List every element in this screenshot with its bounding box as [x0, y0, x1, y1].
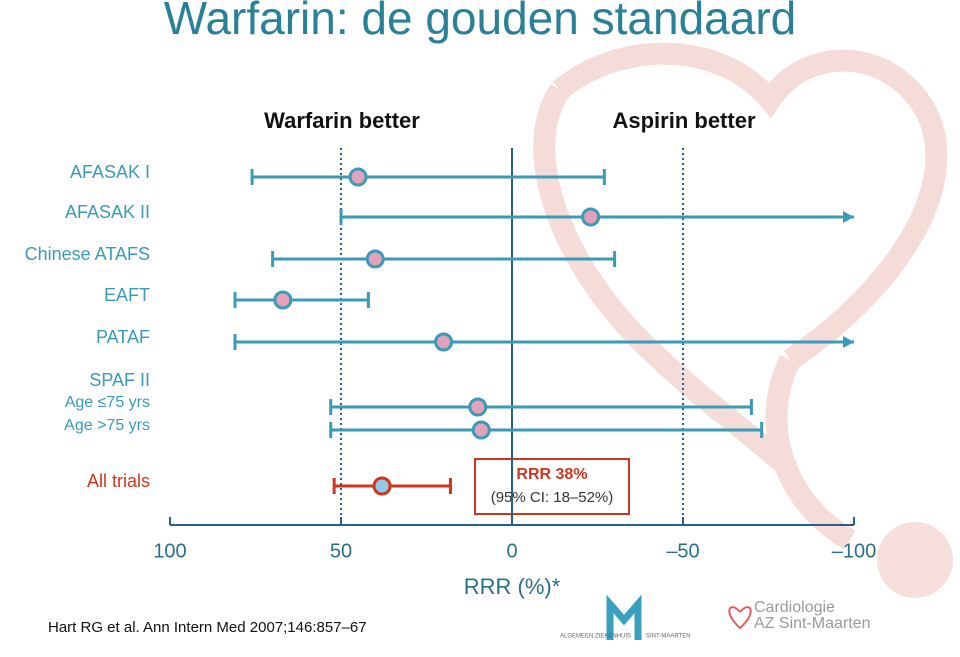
right-header: Aspirin better [612, 108, 755, 133]
point-estimate [581, 207, 601, 227]
summary-point [372, 476, 392, 496]
citation: Hart RG et al. Ann Intern Med 2007;146:8… [48, 619, 367, 636]
x-tick-label: 0 [506, 540, 517, 562]
row-label: AFASAK II [65, 202, 150, 222]
point-estimate [348, 167, 368, 187]
logo-hospital: ALGEMEEN ZIEKENHUIS SINT-MAARTEN [560, 594, 691, 640]
row-label: AFASAK I [70, 162, 150, 182]
logo-text: ALGEMEEN ZIEKENHUIS [560, 634, 631, 640]
left-header: Warfarin better [264, 108, 420, 133]
point-estimate [434, 332, 454, 352]
background-decoration [533, 42, 948, 550]
logo-cardiology: Cardiologie AZ Sint-Maarten [728, 599, 870, 632]
row-label: Age >75 yrs [64, 417, 150, 434]
summary-box [474, 458, 630, 515]
arrow-head [843, 211, 854, 223]
row-label: Chinese ATAFS [25, 244, 150, 264]
logo-text: SINT-MAARTEN [646, 634, 691, 640]
row-label: Age ≤75 yrs [65, 394, 150, 411]
x-tick-label: 50 [330, 540, 352, 562]
logo-mark [606, 594, 642, 640]
slide-title: Warfarin: de gouden standaard [164, 0, 796, 44]
background-decoration [877, 522, 953, 598]
x-tick-label: –50 [666, 540, 699, 562]
row-label: EAFT [104, 285, 150, 305]
x-tick-label: 100 [153, 540, 186, 562]
logo-text: Cardiologie [754, 599, 835, 616]
x-axis-label: RRR (%)* [464, 574, 561, 599]
point-estimate [365, 249, 385, 269]
group-label: SPAF II [89, 370, 150, 390]
logo-mark [728, 606, 752, 630]
summary-box-title: RRR 38% [516, 466, 587, 483]
point-estimate [468, 397, 488, 417]
row-label: PATAF [96, 327, 150, 347]
point-estimate [471, 420, 491, 440]
logo-text: AZ Sint-Maarten [754, 615, 870, 632]
summary-label: All trials [87, 471, 150, 491]
point-estimate [273, 290, 293, 310]
x-tick-label: –100 [832, 540, 877, 562]
summary-box-text: (95% CI: 18–52%) [491, 489, 614, 506]
arrow-head [843, 336, 854, 348]
